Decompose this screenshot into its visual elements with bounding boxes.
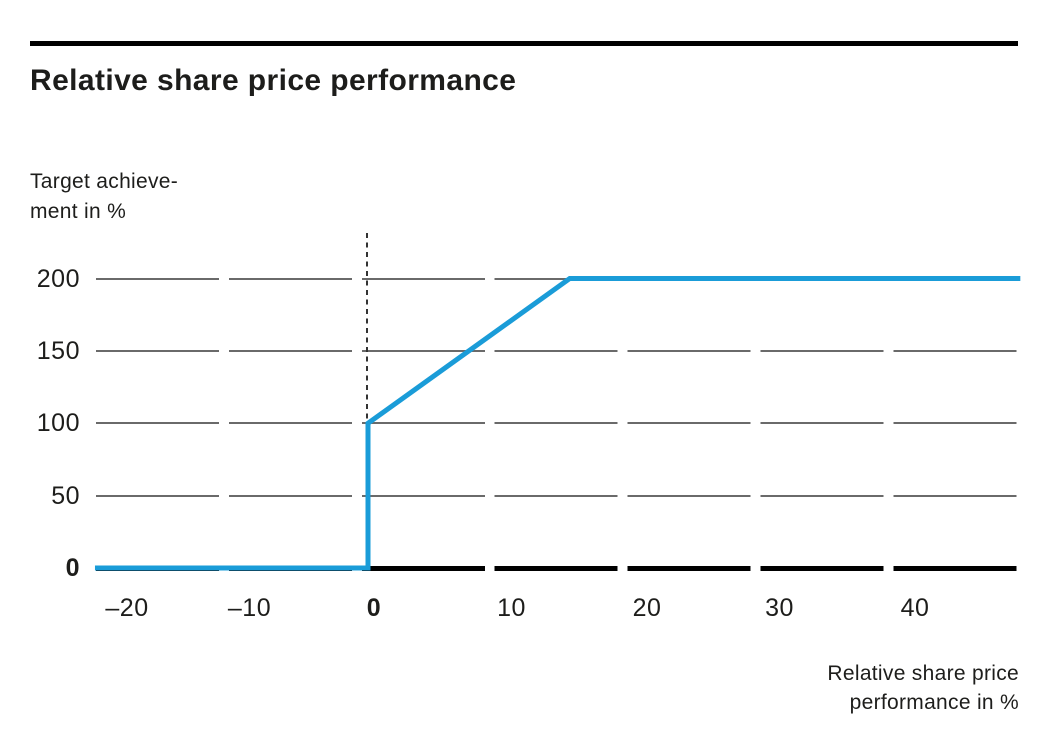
- y-tick-label-50: 50: [51, 481, 80, 510]
- x-tick-label--10: –10: [227, 594, 272, 622]
- x-axis-title-line-1: Relative share price: [827, 662, 1019, 685]
- x-tick-label-20: 20: [632, 594, 662, 622]
- y-axis-title: Target achieve- ment in %: [30, 167, 178, 227]
- y-tick-label-150: 150: [36, 336, 80, 365]
- page-title: Relative share price performance: [30, 64, 517, 97]
- x-tick-label-30: 30: [765, 594, 794, 622]
- x-tick-label-0: 0: [366, 594, 382, 622]
- gridline-y-100: [96, 422, 1020, 425]
- gridline-y-200: [96, 277, 1020, 280]
- top-rule: [30, 41, 1018, 46]
- zero-reference-dashed-line: [366, 233, 368, 568]
- gridline-y-50: [96, 494, 1020, 497]
- x-tick-label-40: 40: [900, 594, 930, 622]
- y-tick-label-100: 100: [36, 409, 80, 438]
- x-tick-label--20: –20: [105, 594, 149, 622]
- y-tick-label-0: 0: [65, 554, 80, 582]
- gridline-y-150: [96, 349, 1020, 352]
- x-axis-title-line-2: performance in %: [849, 691, 1019, 714]
- target-achievement-curve: [94, 276, 1021, 571]
- y-axis-title-line-1: Target achieve-: [30, 170, 179, 193]
- x-axis-line: [96, 566, 1020, 571]
- x-axis-title: Relative share price performance in %: [827, 659, 1019, 717]
- y-axis-title-line-2: ment in %: [30, 200, 127, 223]
- y-tick-label-200: 200: [36, 264, 80, 293]
- x-tick-label-10: 10: [497, 594, 526, 622]
